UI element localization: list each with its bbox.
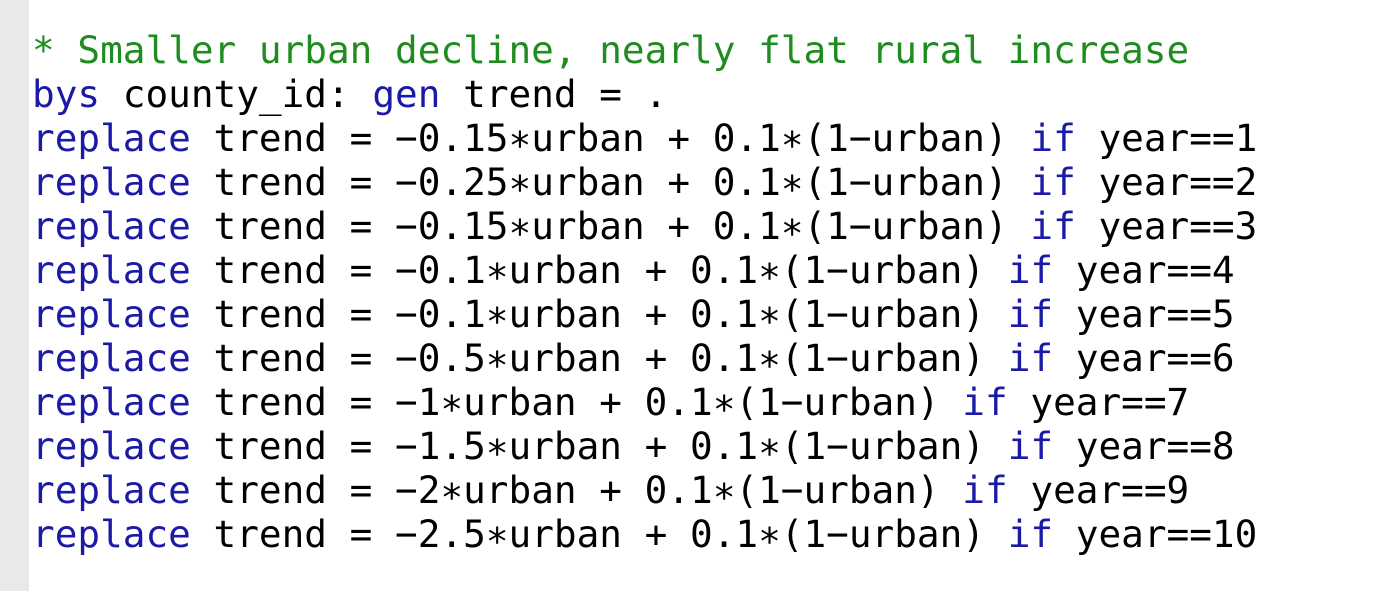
line-gutter: [0, 0, 29, 591]
code-line[interactable]: replace trend = −1.5∗urban + 0.1∗(1−urba…: [32, 424, 1257, 468]
code-token: trend = −0.25∗urban + 0.1∗(1−urban): [190, 160, 1031, 204]
keyword-token: replace: [32, 380, 191, 424]
keyword-token: replace: [32, 204, 191, 248]
keyword-token: replace: [32, 512, 191, 556]
keyword-token: if: [1007, 424, 1054, 468]
keyword-token: replace: [32, 336, 191, 380]
code-token: year==5: [1053, 292, 1235, 336]
keyword-token: if: [1007, 512, 1054, 556]
keyword-token: replace: [32, 468, 191, 512]
keyword-token: gen: [372, 72, 441, 116]
code-token: year==4: [1053, 248, 1235, 292]
keyword-token: if: [1007, 292, 1054, 336]
code-token: trend = .: [440, 72, 668, 116]
code-line[interactable]: replace trend = −0.5∗urban + 0.1∗(1−urba…: [32, 336, 1257, 380]
code-token: trend = −1∗urban + 0.1∗(1−urban): [190, 380, 963, 424]
code-token: year==3: [1075, 204, 1258, 248]
code-line[interactable]: replace trend = −2.5∗urban + 0.1∗(1−urba…: [32, 512, 1257, 556]
code-token: trend = −0.1∗urban + 0.1∗(1−urban): [190, 292, 1008, 336]
code-area[interactable]: * Smaller urban decline, nearly flat rur…: [32, 28, 1257, 556]
code-token: year==10: [1053, 512, 1258, 556]
comment-text: * Smaller urban decline, nearly flat rur…: [32, 28, 1190, 72]
keyword-token: if: [1030, 160, 1076, 204]
code-line[interactable]: replace trend = −0.1∗urban + 0.1∗(1−urba…: [32, 248, 1257, 292]
code-line[interactable]: replace trend = −0.15∗urban + 0.1∗(1−urb…: [32, 116, 1257, 160]
keyword-token: replace: [32, 248, 191, 292]
code-token: year==1: [1075, 116, 1258, 160]
keyword-token: if: [1007, 336, 1054, 380]
code-token: trend = −2.5∗urban + 0.1∗(1−urban): [190, 512, 1008, 556]
keyword-token: replace: [32, 160, 191, 204]
code-token: trend = −2∗urban + 0.1∗(1−urban): [190, 468, 963, 512]
keyword-token: replace: [32, 292, 191, 336]
code-token: trend = −0.1∗urban + 0.1∗(1−urban): [190, 248, 1008, 292]
keyword-token: replace: [32, 424, 191, 468]
code-line[interactable]: replace trend = −0.15∗urban + 0.1∗(1−urb…: [32, 204, 1257, 248]
keyword-token: if: [1030, 204, 1076, 248]
keyword-token: bys: [32, 72, 101, 116]
code-token: year==8: [1053, 424, 1235, 468]
code-token: year==6: [1053, 336, 1235, 380]
code-token: trend = −1.5∗urban + 0.1∗(1−urban): [190, 424, 1008, 468]
code-token: county_id:: [100, 72, 373, 116]
keyword-token: if: [962, 468, 1008, 512]
keyword-token: if: [962, 380, 1008, 424]
code-line[interactable]: replace trend = −1∗urban + 0.1∗(1−urban)…: [32, 380, 1257, 424]
code-line[interactable]: replace trend = −0.1∗urban + 0.1∗(1−urba…: [32, 292, 1257, 336]
code-token: trend = −0.5∗urban + 0.1∗(1−urban): [190, 336, 1008, 380]
code-token: trend = −0.15∗urban + 0.1∗(1−urban): [190, 204, 1031, 248]
code-token: trend = −0.15∗urban + 0.1∗(1−urban): [190, 116, 1031, 160]
code-line[interactable]: replace trend = −2∗urban + 0.1∗(1−urban)…: [32, 468, 1257, 512]
code-line[interactable]: bys county_id: gen trend = .: [32, 72, 1257, 116]
code-token: year==2: [1075, 160, 1258, 204]
keyword-token: if: [1007, 248, 1054, 292]
code-token: year==7: [1007, 380, 1190, 424]
keyword-token: replace: [32, 116, 191, 160]
code-line[interactable]: replace trend = −0.25∗urban + 0.1∗(1−urb…: [32, 160, 1257, 204]
comment-line[interactable]: * Smaller urban decline, nearly flat rur…: [32, 28, 1257, 72]
code-token: year==9: [1007, 468, 1190, 512]
keyword-token: if: [1030, 116, 1076, 160]
